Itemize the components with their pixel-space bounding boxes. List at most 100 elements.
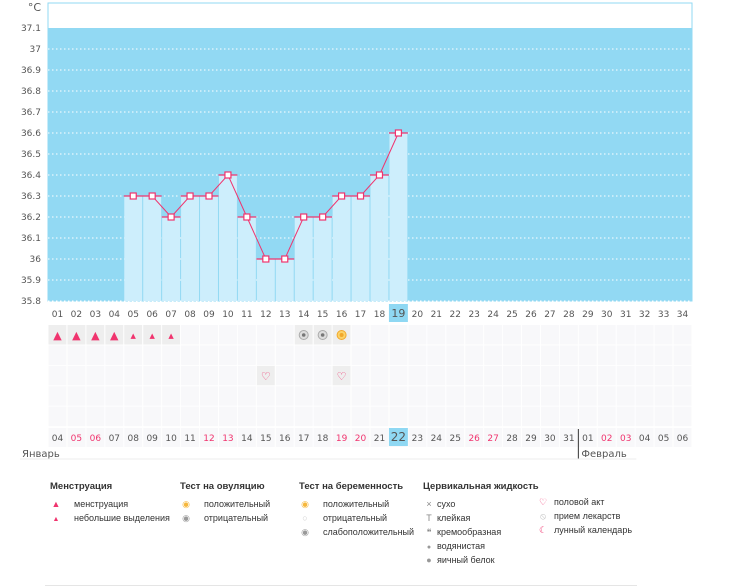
legend-ovulation: Тест на овуляцию ◉ положительный ◉ отрицат… [180,481,270,525]
date-cell [86,428,105,447]
y-axis-unit: °C [28,1,42,14]
temperature-point [281,255,289,263]
date-cell [370,428,389,447]
spotting-icon: ▲ [131,332,137,340]
marker-cell [105,386,124,406]
date-cell [218,428,237,447]
marker-cell [540,325,559,345]
date-label: 15 [260,434,271,444]
cycle-day-label: 22 [450,310,461,320]
date-label: 24 [431,434,443,444]
marker-cell [275,386,294,406]
marker-cell [105,365,124,386]
cycle-day-label: 06 [146,310,158,320]
dry-icon: × [426,499,432,509]
marker-cell [635,325,654,345]
marker-cell [237,345,256,365]
marker-cell [294,406,313,427]
date-cell [275,428,294,447]
cycle-day-label: 23 [468,310,479,320]
legend-label: отрицательный [204,513,269,523]
moon-icon: ☾ [538,525,548,535]
legend-menstruation: Менструация ▲ менструация ▲ небольшие выде… [50,481,170,525]
date-label: 28 [506,434,518,444]
temperature-point [129,192,137,200]
marker-cell [408,345,427,365]
marker-cell [427,345,446,365]
cycle-day-label: 07 [165,310,176,320]
marker-cell [237,406,256,427]
marker-cell [446,345,465,365]
marker-cell [522,325,540,345]
legend-label: яичный белок [437,555,495,565]
marker-cell [673,345,692,365]
month-label: Февраль [581,449,627,460]
cycle-day-label: 18 [374,310,386,320]
date-cell [559,428,578,447]
date-label: 04 [639,434,651,444]
marker-cell [124,386,143,406]
marker-cell [389,365,408,386]
date-cell [597,428,616,447]
temperature-bar [313,217,332,301]
cycle-day-label: 32 [639,310,650,320]
marker-cell [616,325,635,345]
temperature-point [319,213,327,221]
spotting-icon: ▲ [52,516,60,523]
cycle-day-label: 19 [391,307,405,320]
marker-cell [162,406,181,427]
marker-cell [559,365,578,386]
weekend-date-label: 12 [203,434,214,444]
marker-cell [351,365,370,386]
marker-cell [313,365,332,386]
marker-cell [522,345,540,365]
marker-cell [351,406,370,427]
temperature-point [186,192,194,200]
legend-label: положительный [323,499,390,509]
date-label: 04 [52,434,64,444]
cycle-day-label: 30 [601,310,613,320]
marker-cell [105,325,124,345]
marker-cell [48,345,67,365]
heart-icon: ♡ [538,497,548,507]
marker-cell [503,386,522,406]
date-cell [654,428,673,447]
temperature-point [205,192,213,200]
marker-cell [256,325,275,345]
date-label: 05 [658,434,669,444]
cycle-day-label: 21 [431,310,442,320]
weekend-date-label: 05 [71,434,82,444]
marker-cell [200,345,218,365]
weekend-date-label: 27 [487,434,498,444]
marker-cell [389,325,408,345]
date-cell [67,428,86,447]
weekend-date-label: 13 [222,434,233,444]
weekend-date-label: 02 [601,434,612,444]
marker-cell [427,386,446,406]
marker-cell [86,386,105,406]
date-cell [465,428,484,447]
cycle-day-label: 13 [279,310,290,320]
pregnancy-weak-icon: ◉ [301,527,309,537]
marker-cell [67,345,86,365]
marker-cell [578,386,597,406]
sticky-icon: T [426,513,432,523]
marker-cell [294,386,313,406]
marker-cell [275,406,294,427]
temperature-bar [124,196,143,301]
date-cell [332,428,351,447]
y-tick-label: 36.3 [21,192,41,202]
marker-cell [484,406,503,427]
temperature-bar [256,259,275,301]
weekend-date-label: 19 [336,434,348,444]
temperature-point [262,255,270,263]
marker-cell [597,325,616,345]
legend-pregnancy: Тест на беременность ◉ положительный ○ отр… [299,481,414,539]
marker-cell [86,406,105,427]
marker-cell [48,325,67,345]
marker-cell [200,386,218,406]
cycle-day-label: 01 [52,310,63,320]
weekend-date-label: 20 [355,434,367,444]
menstruation-icon: ▲ [51,499,61,509]
